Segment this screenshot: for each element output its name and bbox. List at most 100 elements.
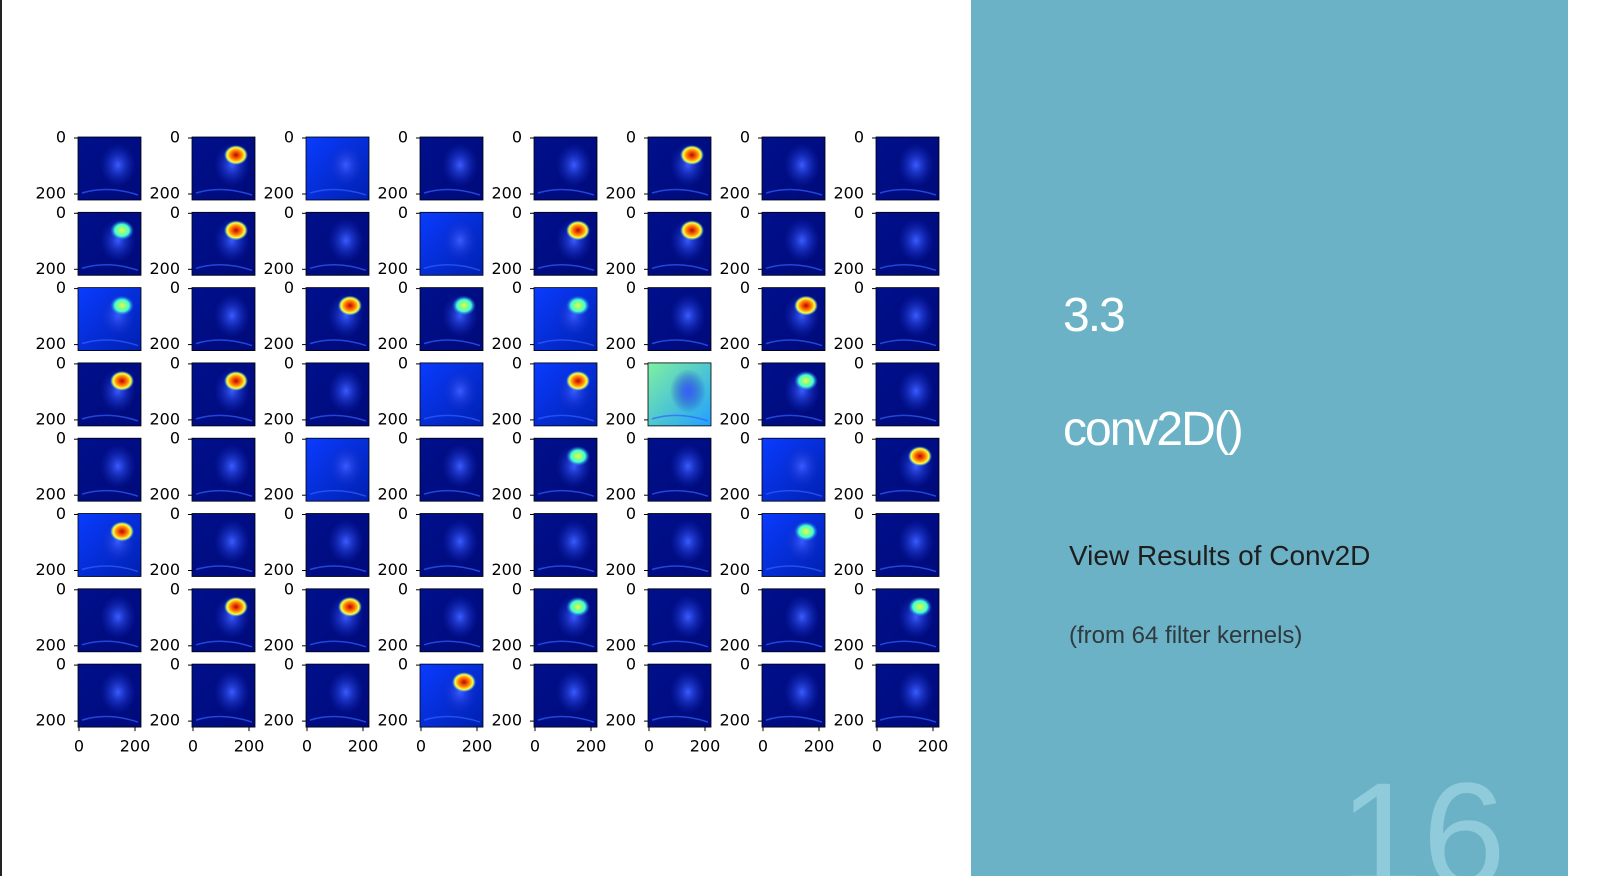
- y-tick-label: 0: [626, 579, 636, 598]
- feature-map-texture: [670, 444, 706, 489]
- y-tick-label: 200: [35, 711, 66, 730]
- feature-map-texture: [442, 218, 478, 263]
- y-tick-label: 0: [170, 278, 180, 297]
- feature-map-texture: [423, 414, 481, 422]
- y-tick-label: 0: [170, 353, 180, 372]
- feature-map-texture: [328, 444, 364, 489]
- y-tick-label: 0: [626, 655, 636, 674]
- activation-spot: [566, 220, 590, 241]
- feature-map-frame: [419, 437, 484, 502]
- y-tick-label: 0: [56, 203, 66, 222]
- feature-map-texture: [100, 670, 136, 715]
- feature-map-texture: [423, 188, 481, 196]
- x-tick-label: 0: [758, 737, 768, 756]
- feature-map-frame: [875, 211, 940, 276]
- feature-map-texture: [81, 339, 139, 347]
- x-tick-label: 200: [690, 737, 721, 756]
- feature-map-frame: [305, 287, 370, 352]
- y-tick-label: 200: [719, 184, 750, 203]
- feature-map-frame: [191, 136, 256, 201]
- activation-spot: [794, 370, 818, 391]
- feature-map-texture: [309, 640, 367, 648]
- y-tick-label: 200: [719, 711, 750, 730]
- y-tick-label: 0: [740, 504, 750, 523]
- feature-map-frame: [191, 588, 256, 653]
- y-tick-label: 200: [491, 409, 522, 428]
- y-tick-label: 0: [512, 353, 522, 372]
- feature-map-texture: [195, 264, 253, 272]
- feature-map-frame: [419, 136, 484, 201]
- y-tick-label: 200: [149, 334, 180, 353]
- y-tick-label: 200: [149, 560, 180, 579]
- y-tick-label: 0: [512, 429, 522, 448]
- feature-map-texture: [537, 565, 595, 573]
- feature-map-frame: [77, 663, 142, 728]
- feature-map-frame: [305, 136, 370, 201]
- activation-spot: [452, 672, 476, 693]
- feature-map-texture: [195, 414, 253, 422]
- y-tick-label: 200: [719, 635, 750, 654]
- feature-map-texture: [651, 339, 709, 347]
- feature-map-texture: [898, 519, 934, 564]
- x-tick-label: 0: [74, 737, 84, 756]
- y-tick-label: 0: [398, 429, 408, 448]
- feature-map-texture: [898, 143, 934, 187]
- y-tick-label: 200: [263, 259, 294, 278]
- feature-map-frame: [875, 588, 940, 653]
- y-tick-label: 200: [833, 334, 864, 353]
- y-tick-label: 0: [626, 429, 636, 448]
- feature-map-texture: [328, 368, 364, 413]
- feature-map-texture: [214, 444, 250, 489]
- y-tick-label: 0: [626, 203, 636, 222]
- feature-map-texture: [537, 715, 595, 723]
- y-tick-label: 200: [377, 184, 408, 203]
- y-tick-label: 200: [833, 259, 864, 278]
- feature-map-texture: [670, 368, 706, 413]
- feature-map-frame: [533, 211, 598, 276]
- activation-spot: [224, 596, 248, 617]
- feature-map-texture: [765, 339, 823, 347]
- y-tick-label: 200: [605, 184, 636, 203]
- y-tick-label: 0: [56, 504, 66, 523]
- y-tick-label: 200: [491, 560, 522, 579]
- y-tick-label: 0: [170, 128, 180, 147]
- y-tick-label: 0: [854, 203, 864, 222]
- y-tick-label: 0: [284, 655, 294, 674]
- feature-map-frame: [875, 437, 940, 502]
- feature-map-texture: [651, 640, 709, 648]
- y-tick-label: 200: [833, 184, 864, 203]
- y-tick-label: 200: [491, 635, 522, 654]
- feature-map-frame: [77, 362, 142, 427]
- feature-map-texture: [309, 489, 367, 497]
- feature-map-texture: [442, 519, 478, 564]
- x-tick-label: 200: [120, 737, 151, 756]
- activation-spot: [224, 370, 248, 391]
- feature-map-frame: [875, 136, 940, 201]
- y-tick-label: 0: [626, 504, 636, 523]
- feature-map-texture: [556, 143, 592, 187]
- y-tick-label: 0: [854, 353, 864, 372]
- y-tick-label: 200: [491, 184, 522, 203]
- y-tick-label: 200: [491, 485, 522, 504]
- feature-map-texture: [651, 715, 709, 723]
- feature-map-texture: [100, 143, 136, 187]
- y-tick-label: 0: [284, 128, 294, 147]
- y-tick-label: 0: [626, 353, 636, 372]
- y-tick-label: 200: [719, 259, 750, 278]
- feature-map-texture: [195, 188, 253, 196]
- feature-map-grid: 0200020002000200020002000200020002000200…: [35, 128, 948, 756]
- feature-map-texture: [784, 444, 820, 489]
- feature-map-texture: [214, 519, 250, 564]
- x-tick-label: 0: [416, 737, 426, 756]
- x-tick-label: 200: [576, 737, 607, 756]
- y-tick-label: 200: [263, 560, 294, 579]
- feature-map-texture: [765, 489, 823, 497]
- y-tick-label: 200: [149, 485, 180, 504]
- feature-map-texture: [537, 264, 595, 272]
- feature-map-frame: [761, 287, 826, 352]
- feature-map-texture: [81, 715, 139, 723]
- y-tick-label: 0: [284, 504, 294, 523]
- y-tick-label: 0: [626, 278, 636, 297]
- feature-map-frame: [533, 362, 598, 427]
- slide-number: 16: [1339, 751, 1506, 876]
